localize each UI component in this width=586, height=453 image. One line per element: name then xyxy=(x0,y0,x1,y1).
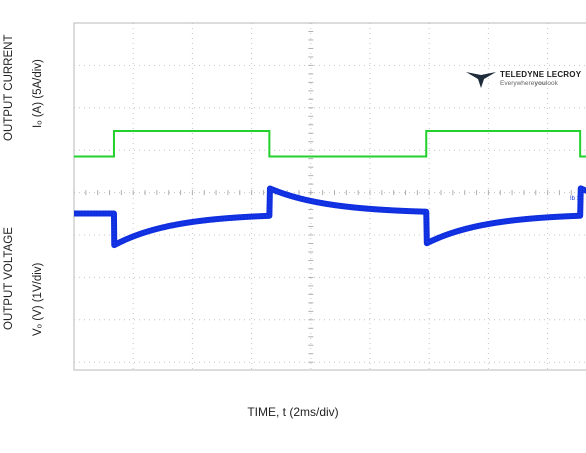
y-label-current-title: OUTPUT CURRENT xyxy=(3,34,15,141)
plot-frame xyxy=(73,22,586,371)
teledyne-logo-icon xyxy=(466,72,496,88)
y-label-voltage-units: Vₒ (V) (1V/div) xyxy=(32,262,44,336)
output-voltage-trace-noise xyxy=(74,187,586,247)
logo-brand: TELEDYNE LECROY xyxy=(500,70,582,79)
output-voltage-trace xyxy=(71,185,586,249)
teledyne-lecroy-logo: TELEDYNE LECROY Everywhereyoulook xyxy=(466,70,581,88)
x-axis-label: TIME, t (2ms/div) xyxy=(247,405,339,419)
y-label-voltage-title: OUTPUT VOLTAGE xyxy=(3,227,15,330)
channel-badge: Ib >> xyxy=(570,196,584,202)
output-current-trace xyxy=(74,130,586,158)
y-label-current-units: Iₒ (A) (5A/div) xyxy=(32,59,44,128)
logo-tagline: Everywhereyoulook xyxy=(500,80,558,87)
